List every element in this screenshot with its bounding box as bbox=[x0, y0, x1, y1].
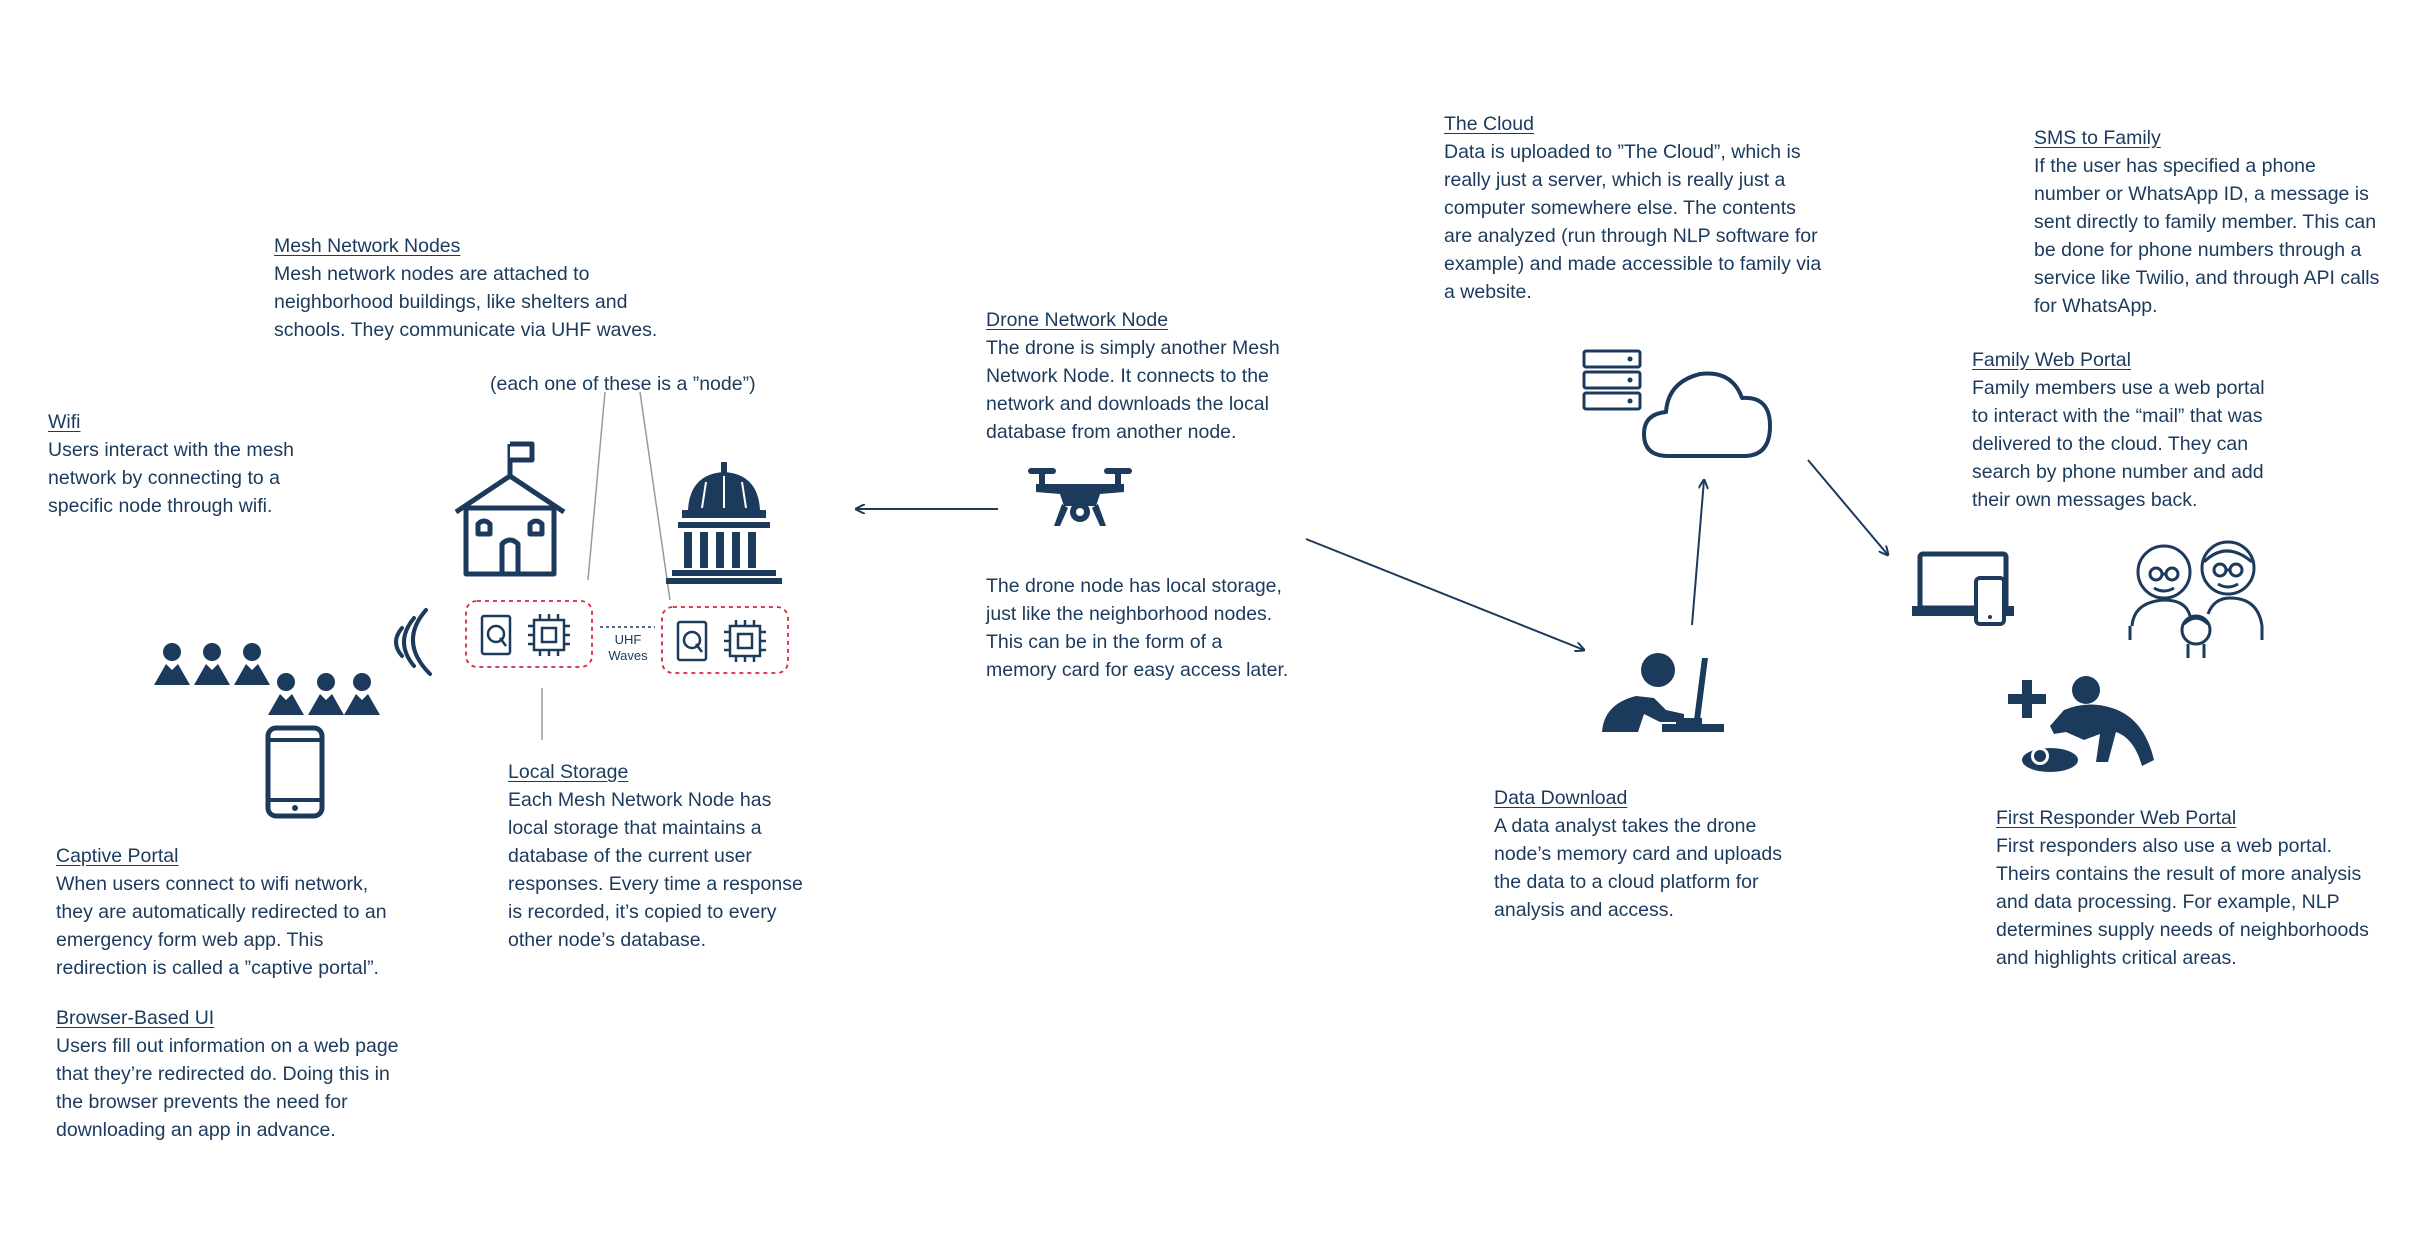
mesh-nodes-body: Mesh network nodes are attached to neigh… bbox=[274, 263, 658, 341]
family-portal-title: Family Web Portal bbox=[1972, 349, 2131, 371]
server-icon bbox=[1582, 349, 1642, 411]
local-storage-body: Each Mesh Network Node has local storage… bbox=[508, 789, 803, 951]
school-building-icon bbox=[454, 441, 566, 577]
captive-portal-section: Captive Portal When users connect to wif… bbox=[56, 842, 456, 982]
family-portal-body: Family members use a web portal to inter… bbox=[1972, 377, 2265, 511]
data-analyst-icon bbox=[1602, 653, 1724, 732]
wifi-section: Wifi Users interact with the mesh networ… bbox=[48, 408, 378, 520]
mesh-nodes-section: Mesh Network Nodes Mesh network nodes ar… bbox=[274, 232, 714, 344]
sms-family-title: SMS to Family bbox=[2034, 127, 2161, 149]
sms-family-body: If the user has specified a phone number… bbox=[2034, 155, 2380, 317]
drone-node-title: Drone Network Node bbox=[986, 309, 1169, 331]
family-portal-section: Family Web Portal Family members use a w… bbox=[1972, 346, 2332, 514]
drone-storage-text: The drone node has local storage, just l… bbox=[986, 575, 1289, 681]
cloud-section: The Cloud Data is uploaded to ”The Cloud… bbox=[1444, 110, 1864, 306]
local-storage-section: Local Storage Each Mesh Network Node has… bbox=[508, 758, 848, 954]
family-icon bbox=[2128, 540, 2264, 658]
mesh-nodes-title: Mesh Network Nodes bbox=[274, 235, 461, 257]
arrow-analyst-to-cloud bbox=[1691, 480, 1704, 626]
browser-ui-section: Browser-Based UI Users fill out informat… bbox=[56, 1004, 456, 1144]
wifi-body: Users interact with the mesh network by … bbox=[48, 439, 295, 517]
government-building-icon bbox=[666, 462, 782, 584]
storage-box-right bbox=[661, 606, 789, 674]
drone-icon bbox=[1028, 468, 1132, 526]
people-group-icon bbox=[154, 643, 380, 715]
cloud-body: Data is uploaded to ”The Cloud”, which i… bbox=[1444, 141, 1822, 303]
sms-family-section: SMS to Family If the user has specified … bbox=[2034, 124, 2430, 320]
laptop-phone-icon bbox=[1912, 551, 2014, 626]
drone-node-section: Drone Network Node The drone is simply a… bbox=[986, 306, 1346, 446]
node-note-connector-right bbox=[639, 391, 671, 601]
captive-portal-body: When users connect to wifi network, they… bbox=[56, 873, 387, 979]
data-download-title: Data Download bbox=[1494, 787, 1628, 809]
responder-portal-title: First Responder Web Portal bbox=[1996, 807, 2237, 829]
browser-ui-title: Browser-Based UI bbox=[56, 1007, 215, 1029]
storage-chip-icon bbox=[480, 614, 570, 656]
local-storage-title: Local Storage bbox=[508, 761, 629, 783]
responder-portal-section: First Responder Web Portal First respond… bbox=[1996, 804, 2428, 972]
captive-portal-title: Captive Portal bbox=[56, 845, 179, 867]
browser-ui-body: Users fill out information on a web page… bbox=[56, 1035, 399, 1141]
storage-chip-icon bbox=[676, 620, 766, 662]
cloud-icon bbox=[1642, 371, 1772, 458]
data-download-body: A data analyst takes the drone node’s me… bbox=[1494, 815, 1782, 921]
wifi-signal-icon bbox=[394, 608, 432, 676]
wifi-title: Wifi bbox=[48, 411, 81, 433]
responder-portal-body: First responders also use a web portal. … bbox=[1996, 835, 2369, 969]
phone-icon bbox=[265, 725, 325, 819]
cloud-title: The Cloud bbox=[1444, 113, 1534, 135]
storage-box-left bbox=[465, 600, 593, 668]
arrow-cloud-to-laptop bbox=[1807, 459, 1888, 555]
data-download-section: Data Download A data analyst takes the d… bbox=[1494, 784, 1834, 924]
node-note-connector-left bbox=[587, 391, 606, 581]
node-note: (each one of these is a ”node”) bbox=[490, 373, 756, 395]
arrow-drone-to-analyst bbox=[1305, 538, 1584, 650]
uhf-waves-label: UHF Waves bbox=[608, 632, 648, 663]
drone-node-body: The drone is simply another Mesh Network… bbox=[986, 337, 1280, 443]
first-responder-icon bbox=[2008, 676, 2154, 772]
